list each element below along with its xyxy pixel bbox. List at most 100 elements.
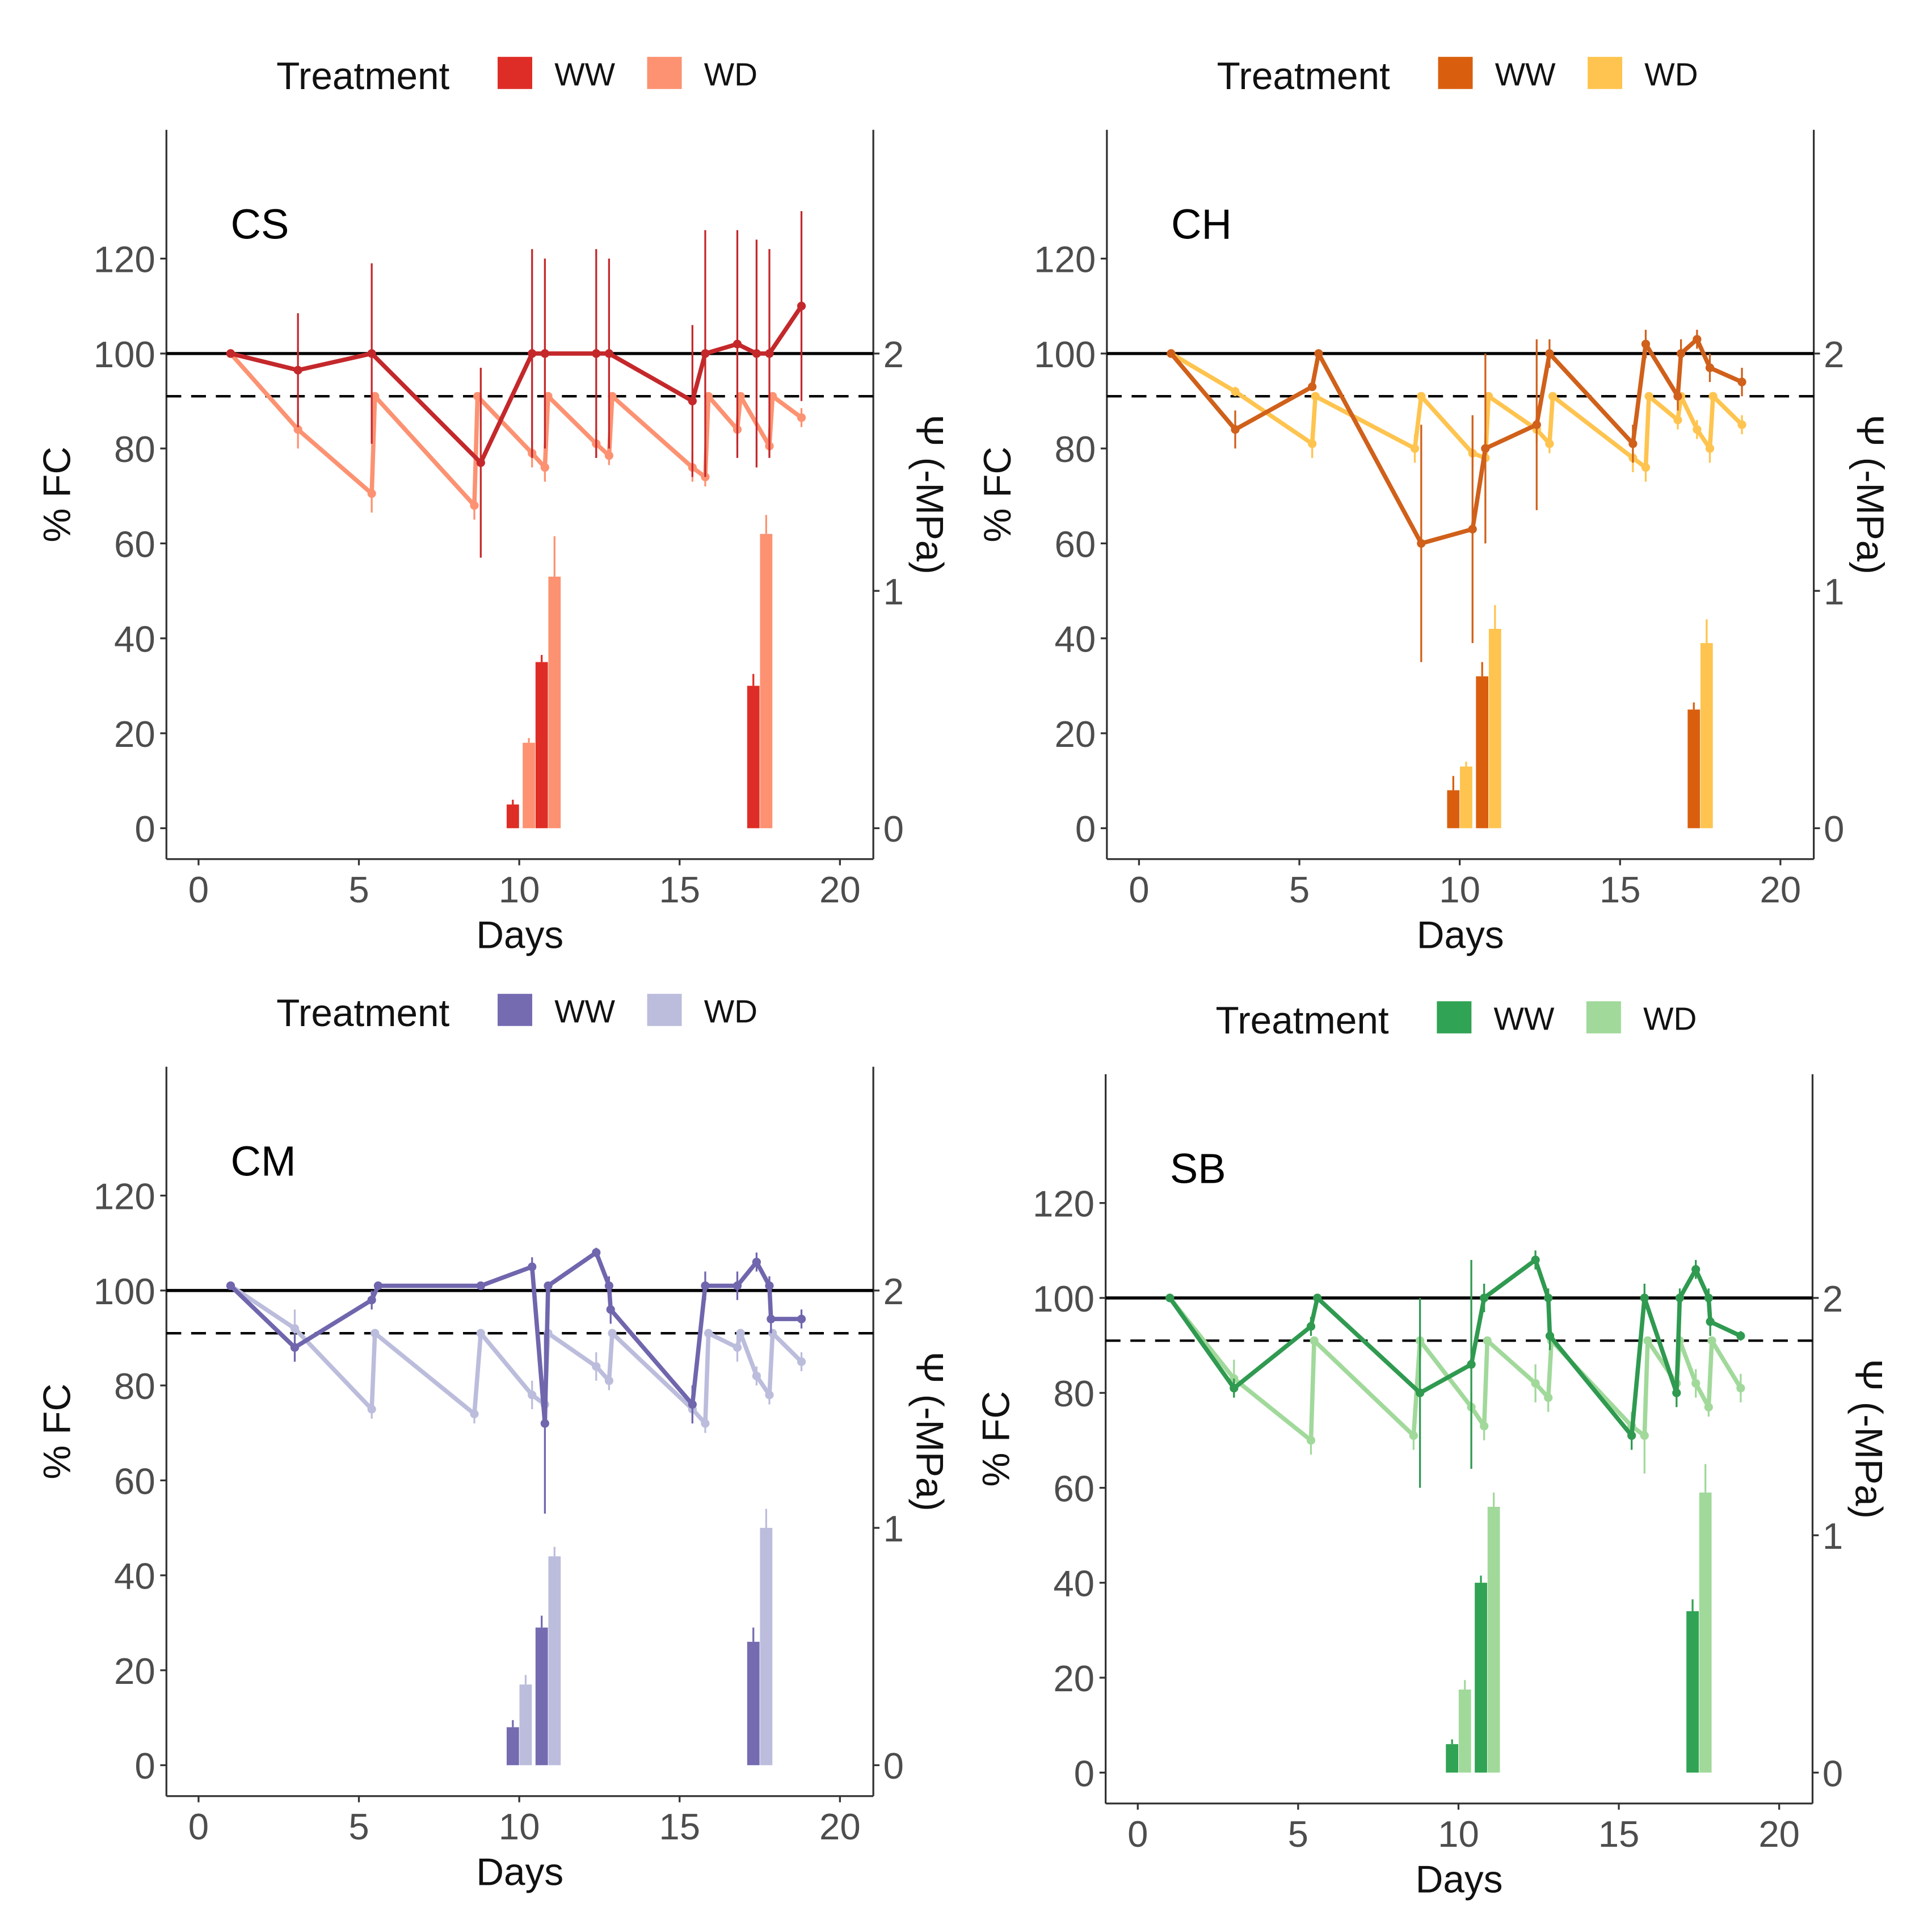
legend-label-wd: WD bbox=[704, 993, 757, 1029]
bar-ww bbox=[1446, 1744, 1459, 1773]
point-ww bbox=[767, 1314, 776, 1323]
x-tick-label: 15 bbox=[1600, 869, 1641, 910]
y2-tick-label: 1 bbox=[1822, 1515, 1843, 1557]
x-tick-label: 0 bbox=[188, 869, 209, 910]
y-tick-label: 60 bbox=[114, 1460, 155, 1502]
point-ww bbox=[1673, 392, 1682, 401]
point-ww bbox=[797, 1314, 806, 1323]
point-wd bbox=[1484, 392, 1493, 401]
x-tick-label: 20 bbox=[1760, 869, 1801, 910]
x-tick-label: 10 bbox=[499, 869, 540, 910]
legend-label-ww: WW bbox=[1494, 1001, 1555, 1036]
legend-swatch-ww bbox=[498, 57, 532, 89]
line-ww bbox=[1169, 337, 1743, 546]
point-wd bbox=[1641, 463, 1651, 472]
x-tick-label: 5 bbox=[1289, 869, 1310, 910]
point-wd bbox=[768, 1329, 777, 1338]
point-wd bbox=[1480, 1422, 1489, 1431]
point-wd bbox=[701, 1419, 710, 1428]
y-axis-label: % FC bbox=[975, 1391, 1018, 1487]
legend-title: Treatment bbox=[276, 55, 449, 98]
y2-tick-label: 2 bbox=[883, 334, 904, 375]
bar-wd bbox=[548, 1556, 561, 1766]
point-wd bbox=[1691, 1379, 1701, 1388]
x-tick-label: 0 bbox=[1129, 869, 1149, 910]
legend-title: Treatment bbox=[1217, 55, 1390, 98]
point-ww bbox=[592, 1248, 601, 1257]
y-tick-label: 80 bbox=[1053, 1373, 1095, 1414]
y-tick-label: 120 bbox=[94, 239, 155, 280]
bar-ww bbox=[1686, 1611, 1699, 1773]
point-ww bbox=[701, 349, 710, 358]
y2-tick-label: 2 bbox=[1824, 334, 1844, 375]
x-axis-label: Days bbox=[476, 914, 563, 957]
legend-label-wd: WD bbox=[704, 56, 757, 92]
bar-wd bbox=[1700, 643, 1713, 829]
y-tick-label: 100 bbox=[1034, 334, 1096, 375]
y-tick-label: 120 bbox=[94, 1176, 155, 1217]
point-wd bbox=[293, 425, 302, 434]
point-ww bbox=[1706, 1317, 1715, 1326]
point-wd bbox=[367, 1405, 376, 1414]
bar-wd bbox=[760, 1528, 773, 1766]
point-wd bbox=[1707, 1336, 1716, 1345]
y2-axis-label: Ψ (-MPa) bbox=[908, 1351, 950, 1511]
point-wd bbox=[1410, 444, 1420, 453]
point-ww bbox=[1677, 349, 1686, 358]
point-ww bbox=[1640, 1293, 1649, 1302]
x-axis-label: Days bbox=[1417, 914, 1504, 957]
point-ww bbox=[752, 1258, 761, 1267]
point-ww bbox=[1736, 1331, 1745, 1341]
point-wd bbox=[470, 1409, 479, 1418]
y2-tick-label: 1 bbox=[883, 571, 904, 612]
point-wd bbox=[1737, 420, 1746, 430]
x-tick-label: 20 bbox=[1758, 1813, 1800, 1855]
point-wd bbox=[371, 1329, 380, 1338]
point-wd bbox=[736, 1329, 745, 1338]
line-wd bbox=[229, 352, 803, 508]
y2-axis-label: Ψ (-MPa) bbox=[908, 415, 950, 574]
point-wd bbox=[473, 392, 482, 401]
y2-tick-label: 0 bbox=[883, 808, 904, 850]
point-wd bbox=[371, 392, 380, 401]
bar-wd bbox=[1487, 1506, 1500, 1773]
point-ww bbox=[226, 1281, 235, 1291]
point-ww bbox=[1737, 377, 1746, 386]
point-wd bbox=[797, 413, 806, 422]
point-ww bbox=[1314, 349, 1323, 358]
x-tick-label: 10 bbox=[499, 1806, 540, 1847]
point-wd bbox=[1736, 1384, 1745, 1393]
point-wd bbox=[1483, 1336, 1492, 1345]
y-tick-label: 120 bbox=[1033, 1183, 1095, 1225]
point-ww bbox=[1467, 1360, 1476, 1369]
x-tick-label: 0 bbox=[188, 1806, 209, 1847]
point-ww bbox=[1544, 1293, 1553, 1302]
legend-swatch-wd bbox=[1586, 1001, 1621, 1033]
y2-tick-label: 1 bbox=[1824, 571, 1844, 612]
bar-ww bbox=[1476, 676, 1489, 829]
bar-ww bbox=[506, 1727, 519, 1766]
bar-wd bbox=[1488, 629, 1501, 829]
line-wd bbox=[229, 1284, 803, 1426]
x-tick-label: 5 bbox=[348, 1806, 369, 1847]
point-wd bbox=[1231, 387, 1240, 396]
x-tick-label: 15 bbox=[659, 1806, 700, 1847]
point-wd bbox=[592, 1362, 601, 1371]
point-wd bbox=[604, 1376, 614, 1385]
point-ww bbox=[752, 349, 761, 358]
legend-swatch-ww bbox=[498, 994, 532, 1026]
y-tick-label: 100 bbox=[94, 334, 155, 375]
point-ww bbox=[1480, 1293, 1489, 1302]
legend-swatch-wd bbox=[1588, 57, 1623, 89]
point-ww bbox=[1545, 349, 1554, 358]
point-wd bbox=[367, 489, 376, 498]
point-wd bbox=[290, 1324, 300, 1333]
point-ww bbox=[293, 365, 302, 375]
y-tick-label: 20 bbox=[114, 713, 155, 755]
point-wd bbox=[752, 1371, 761, 1381]
y2-axis-label: Ψ (-MPa) bbox=[1849, 415, 1891, 574]
y-tick-label: 100 bbox=[1033, 1278, 1095, 1320]
point-wd bbox=[1311, 392, 1320, 401]
point-wd bbox=[1640, 1431, 1649, 1440]
